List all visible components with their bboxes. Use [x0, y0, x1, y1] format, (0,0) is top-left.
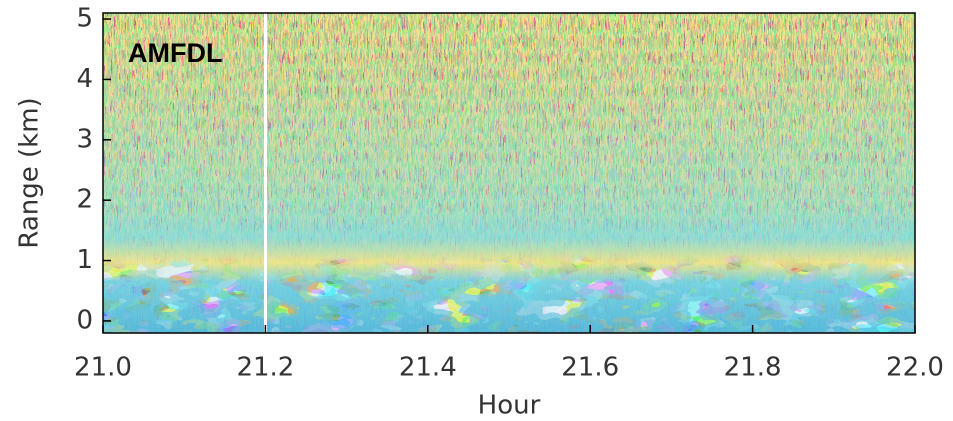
- x-tick-label: 22.0: [886, 353, 944, 383]
- plot-frame: [102, 12, 916, 334]
- y-tick-label: 0: [76, 305, 93, 335]
- x-tick-label: 21.4: [399, 353, 457, 383]
- heatmap-image: [103, 13, 915, 333]
- y-tick-label: 2: [76, 185, 93, 215]
- x-axis-label: Hour: [478, 391, 541, 421]
- y-tick-label: 4: [76, 64, 93, 94]
- data-gap-line: [264, 13, 267, 333]
- y-tick-label: 5: [76, 4, 93, 34]
- y-axis-label: Range (km): [15, 97, 45, 248]
- heatmap-low-layer: [103, 13, 915, 333]
- x-tick-label: 21.2: [236, 353, 294, 383]
- y-tick-label: 3: [76, 124, 93, 154]
- x-tick-label: 21.0: [74, 353, 132, 383]
- x-tick-label: 21.8: [724, 353, 782, 383]
- y-tick-label: 1: [76, 245, 93, 275]
- annotation: AMFDL: [128, 38, 222, 68]
- x-tick-label: 21.6: [561, 353, 619, 383]
